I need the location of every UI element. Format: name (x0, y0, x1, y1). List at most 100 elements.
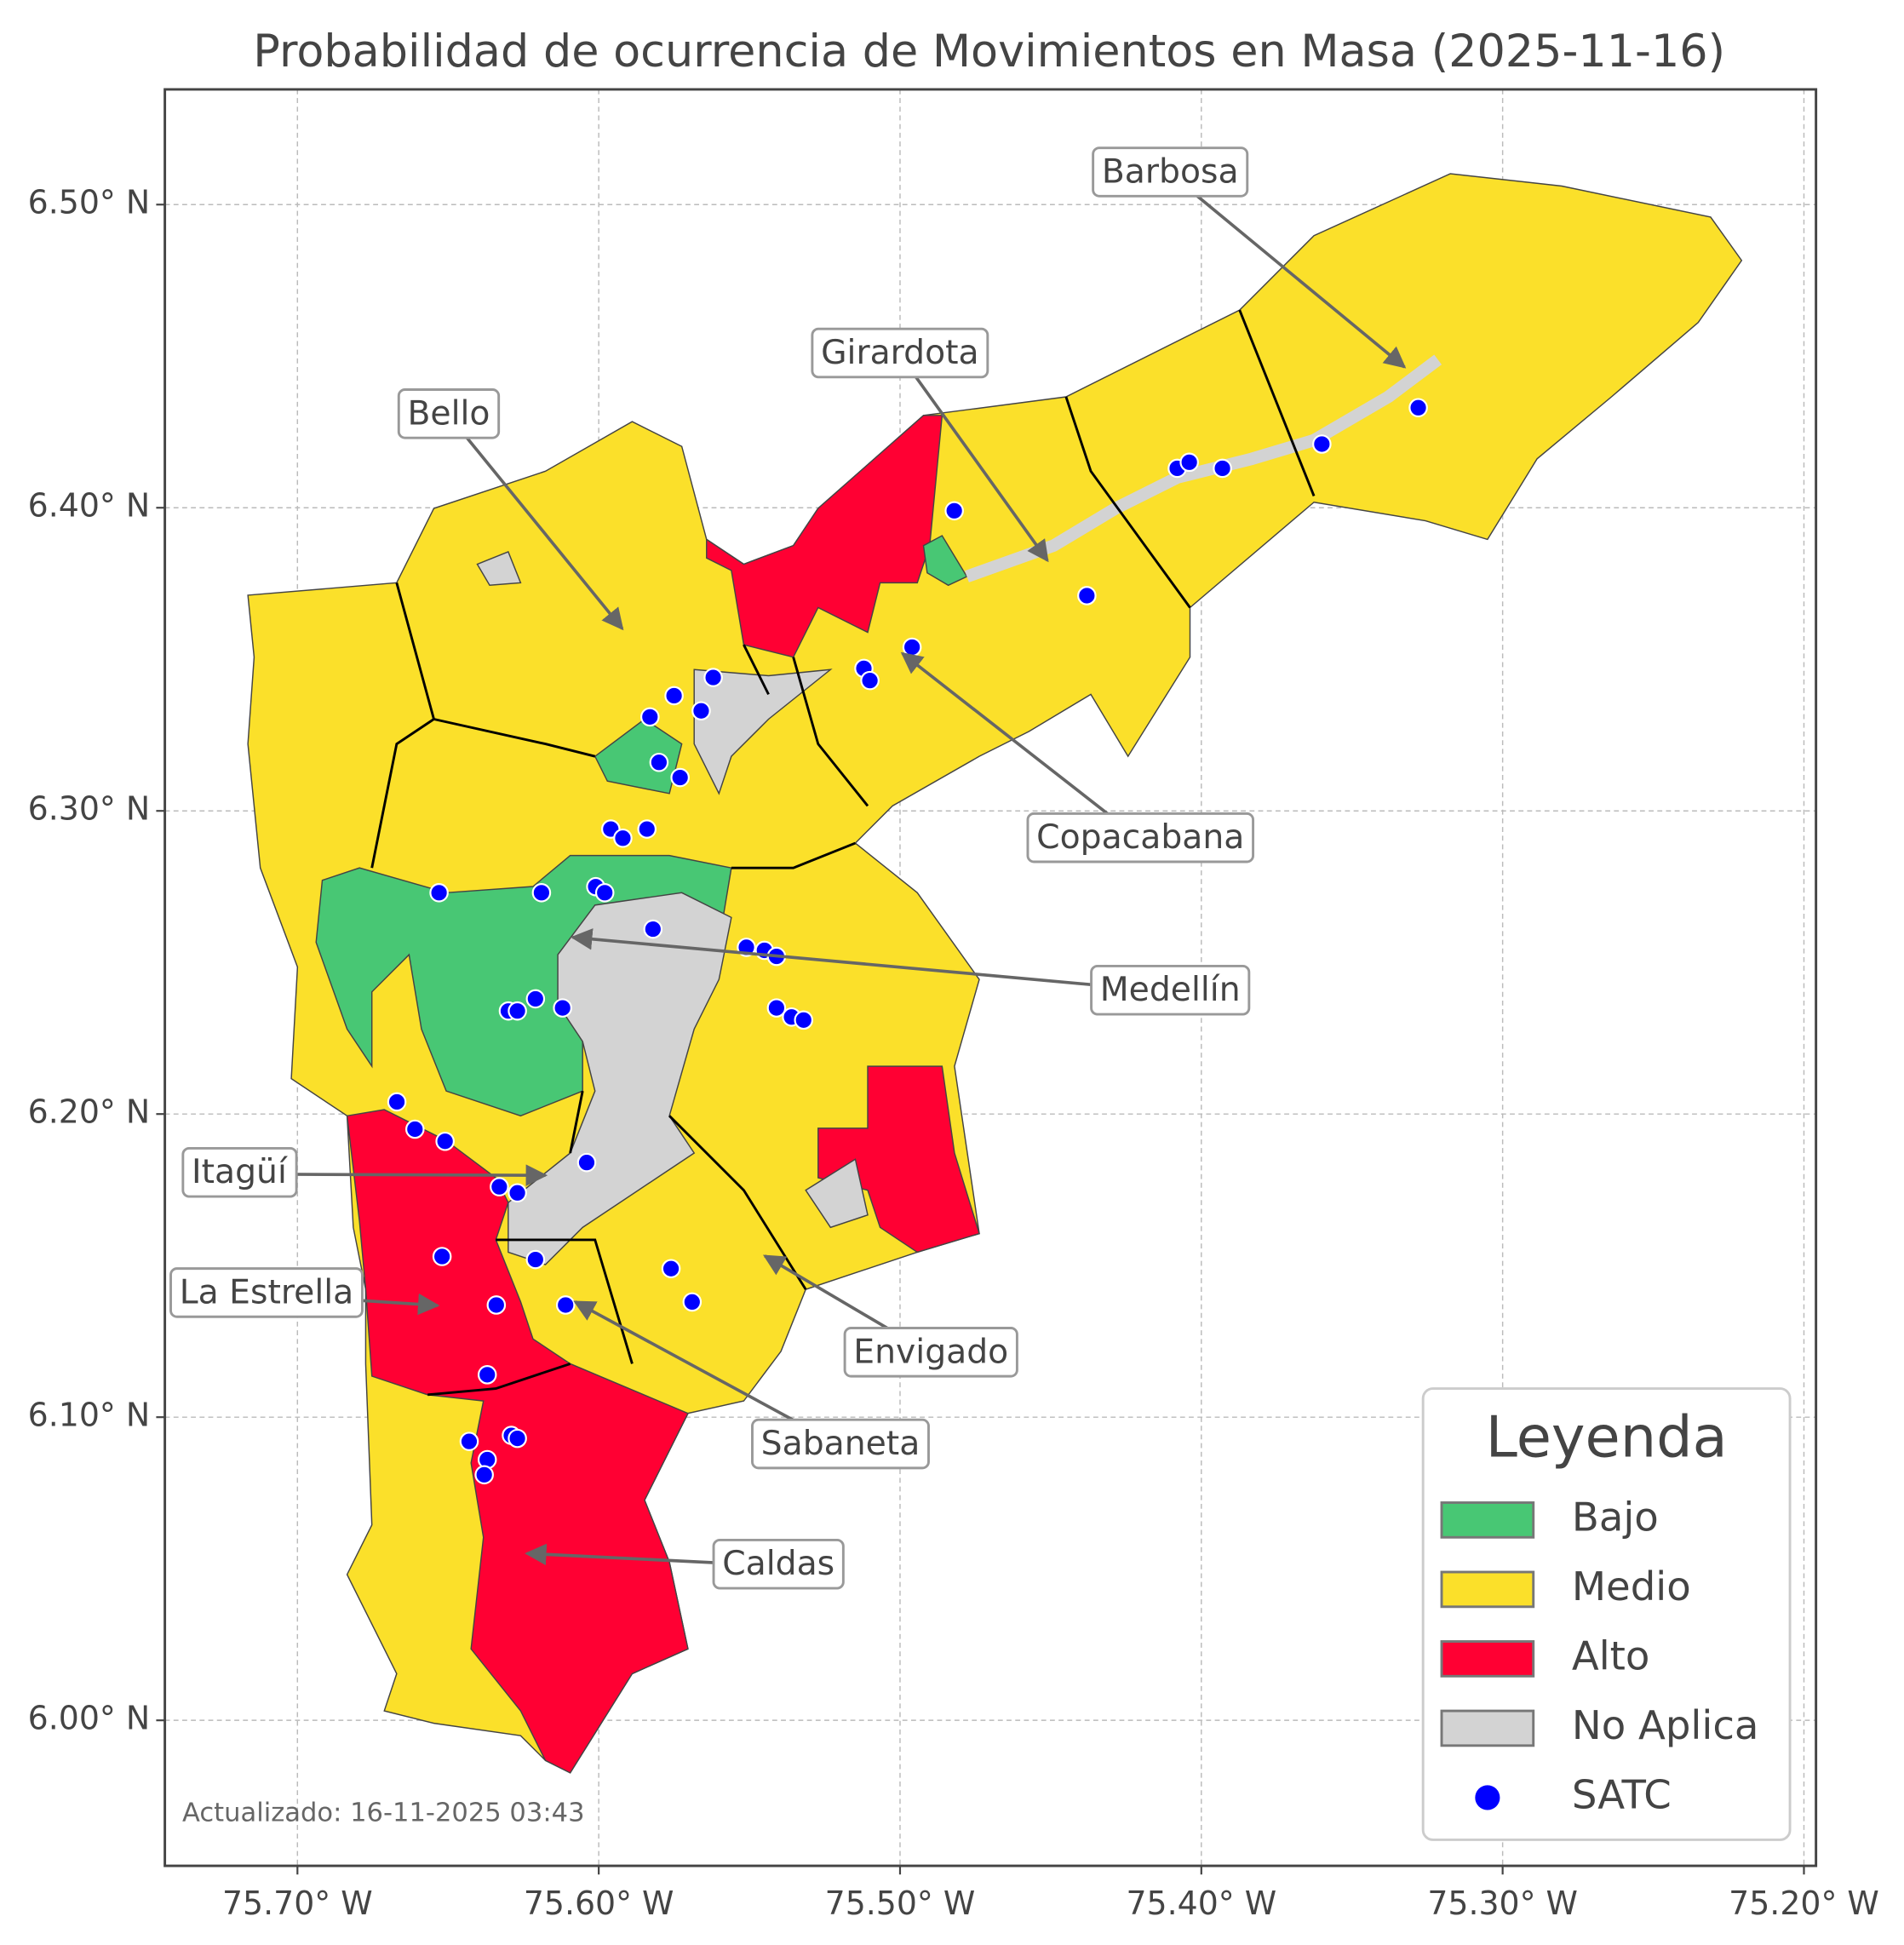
legend-label: Medio (1572, 1563, 1691, 1609)
annotation-label: Caldas (722, 1545, 834, 1583)
satc-point (944, 501, 964, 521)
region (476, 551, 522, 587)
y-tick-label: 6.00° N (28, 1700, 150, 1737)
legend-label: SATC (1572, 1771, 1672, 1817)
municipal-border (1238, 309, 1316, 496)
annotation-box (1090, 964, 1251, 1016)
satc-point (508, 1001, 527, 1021)
annotation-arrow (447, 414, 624, 631)
satc-point (766, 998, 787, 1018)
municipal-border (569, 1090, 584, 1154)
municipal-border (370, 582, 436, 869)
points (387, 398, 1428, 1485)
satc-point (1077, 586, 1097, 605)
annotation-box (751, 1418, 930, 1470)
x-tick-label: 75.20° W (1729, 1885, 1879, 1922)
annotation-label: La Estrella (180, 1273, 354, 1311)
satc-point (459, 1431, 479, 1451)
y-tick-label: 6.20° N (28, 1093, 150, 1131)
annotation-label: Barbosa (1102, 152, 1239, 191)
satc-point (405, 1119, 425, 1139)
municipal-border (427, 1363, 571, 1397)
annotation-box (1026, 812, 1255, 863)
satc-point (435, 1131, 455, 1151)
annotation-box (397, 388, 501, 439)
municipal-border (731, 841, 856, 869)
satc-point (643, 919, 663, 939)
annotations: Barbosa Girardota Bello Copacabana Medellín I… (169, 146, 1407, 1590)
annotation-label: Medellín (1100, 971, 1241, 1009)
satc-point (508, 1183, 527, 1203)
satc-point (429, 883, 449, 903)
x-tick-label: 75.60° W (524, 1885, 674, 1922)
legend-swatch (1440, 1640, 1535, 1678)
satc-point (490, 1177, 509, 1196)
satc-point (670, 767, 690, 788)
satc-point (794, 1010, 814, 1030)
legend-marker (1475, 1785, 1500, 1810)
x-tick-label: 75.40° W (1126, 1885, 1276, 1922)
annotation-label: Copacabana (1036, 818, 1244, 857)
satc-point (387, 1092, 407, 1112)
regions (247, 173, 1743, 1774)
y-tick-label: 6.10° N (28, 1397, 150, 1434)
annotation-label: Bello (407, 394, 490, 433)
satc-point (594, 883, 615, 903)
annotation-box (843, 1327, 1018, 1378)
x-tick-label: 75.30° W (1427, 1885, 1578, 1922)
municipal-border (743, 644, 770, 696)
satc-point (474, 1465, 494, 1485)
y-tick-label: 6.30° N (28, 790, 150, 828)
annotation-label: Itagüí (192, 1153, 288, 1191)
municipal-border (496, 1238, 634, 1364)
annotation-arrow (571, 928, 1171, 994)
annotation-label: Envigado (853, 1333, 1008, 1371)
region (706, 415, 943, 658)
legend-label: No Aplica (1572, 1702, 1759, 1748)
satc-point (477, 1365, 497, 1385)
municipal-border (1064, 396, 1191, 609)
satc-point (682, 1292, 703, 1312)
annotation-box (712, 1538, 845, 1590)
satc-point (649, 752, 669, 772)
update-note: Actualizado: 16-11-2025 03:43 (182, 1798, 585, 1827)
region (508, 892, 732, 1265)
annotation-arrow (900, 651, 1142, 841)
annotation-box (181, 1146, 298, 1198)
satc-point (555, 1295, 576, 1315)
satc-point (553, 998, 572, 1018)
satc-point (525, 1249, 546, 1270)
satc-point (640, 707, 660, 727)
satc-point (637, 819, 657, 839)
satc-point (661, 1259, 681, 1279)
satc-point (432, 1247, 452, 1266)
satc-point (1179, 452, 1199, 473)
annotation-arrow (1169, 172, 1407, 369)
satc-point (486, 1295, 507, 1315)
plot-frame (163, 88, 1818, 1868)
region (594, 718, 683, 795)
annotation-box (1092, 146, 1249, 198)
annotation-label: Sabaneta (761, 1425, 920, 1463)
satc-point (576, 1152, 597, 1173)
satc-point (1213, 458, 1232, 479)
annotation-box (811, 327, 989, 379)
satc-point (703, 668, 723, 687)
satc-point (508, 1428, 527, 1449)
y-tick-label: 6.50° N (28, 184, 150, 221)
municipal-border (433, 718, 596, 758)
satc-point (1408, 398, 1428, 418)
satc-point (664, 686, 684, 706)
legend-swatch (1440, 1501, 1535, 1539)
satc-point (1312, 434, 1332, 454)
legend-swatch (1440, 1709, 1535, 1747)
chart-title: Probabilidad de ocurrencia de Movimiento… (253, 26, 1725, 77)
satc-point (902, 637, 922, 657)
region (817, 1065, 980, 1254)
region (805, 1158, 869, 1229)
annotation-label: Girardota (821, 334, 979, 372)
annotation-arrow (898, 353, 1049, 563)
x-tick-label: 75.70° W (222, 1885, 373, 1922)
